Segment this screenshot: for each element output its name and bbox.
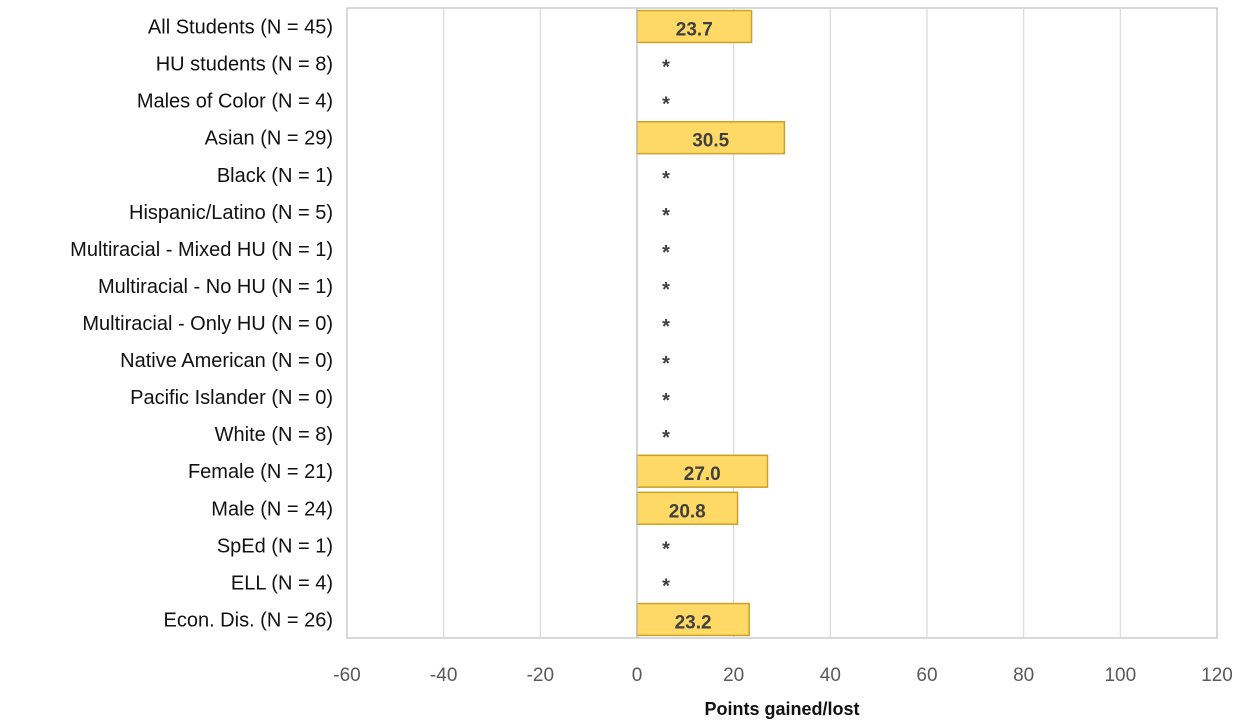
suppressed-marker: * bbox=[662, 242, 670, 264]
category-label: ELL (N = 4) bbox=[231, 572, 333, 594]
category-label: Female (N = 21) bbox=[188, 461, 333, 483]
category-label: HU students (N = 8) bbox=[156, 54, 333, 76]
data-label: 20.8 bbox=[669, 501, 706, 522]
x-tick-label: 120 bbox=[1201, 665, 1233, 686]
bar bbox=[636, 454, 769, 488]
category-label: Native American (N = 0) bbox=[120, 350, 333, 372]
suppressed-marker: * bbox=[662, 205, 670, 227]
category-labels: All Students (N = 45) HU students (N = 8)… bbox=[70, 17, 333, 632]
gridlines bbox=[443, 8, 1121, 638]
suppressed-marker: * bbox=[662, 316, 670, 338]
category-label: All Students (N = 45) bbox=[148, 17, 333, 39]
category-label: SpEd (N = 1) bbox=[217, 535, 333, 557]
category-label: Multiracial - No HU (N = 1) bbox=[98, 276, 333, 298]
x-tick-label: 100 bbox=[1104, 665, 1136, 686]
suppressed-marker: * bbox=[662, 538, 670, 560]
bar bbox=[636, 121, 786, 155]
category-label: Econ. Dis. (N = 26) bbox=[163, 609, 333, 631]
x-tick-label: -20 bbox=[527, 665, 554, 686]
category-label: Multiracial - Only HU (N = 0) bbox=[82, 313, 333, 335]
x-tick-label: 40 bbox=[820, 665, 841, 686]
data-label: 27.0 bbox=[684, 464, 721, 485]
x-tick-label: -40 bbox=[430, 665, 457, 686]
x-tick-labels: -60 -40 -20 0 20 40 60 80 100 120 bbox=[333, 665, 1233, 686]
bars: 23.7**30.5********27.020.8**23.2 bbox=[636, 8, 786, 638]
x-tick-label: 0 bbox=[632, 665, 643, 686]
suppressed-marker: * bbox=[662, 390, 670, 412]
bar bbox=[636, 491, 739, 525]
suppressed-marker: * bbox=[662, 279, 670, 301]
data-label: 23.7 bbox=[676, 20, 713, 41]
category-label: Male (N = 24) bbox=[211, 498, 333, 520]
bar bbox=[636, 602, 750, 637]
suppressed-marker: * bbox=[662, 94, 670, 116]
data-label: 30.5 bbox=[692, 131, 729, 152]
x-tick-label: -60 bbox=[333, 665, 360, 686]
x-tick-label: 20 bbox=[723, 665, 744, 686]
data-label: 23.2 bbox=[675, 612, 712, 633]
suppressed-marker: * bbox=[662, 168, 670, 190]
category-label: Multiracial - Mixed HU (N = 1) bbox=[70, 239, 333, 261]
category-label: Hispanic/Latino (N = 5) bbox=[129, 202, 333, 224]
x-tick-label: 80 bbox=[1013, 665, 1034, 686]
category-label: Pacific Islander (N = 0) bbox=[130, 387, 333, 409]
category-label: Asian (N = 29) bbox=[205, 128, 333, 150]
x-tick-label: 60 bbox=[916, 665, 937, 686]
category-label: Black (N = 1) bbox=[217, 165, 333, 187]
suppressed-marker: * bbox=[662, 427, 670, 449]
category-label: White (N = 8) bbox=[215, 424, 333, 446]
suppressed-marker: * bbox=[662, 575, 670, 597]
category-label: Males of Color (N = 4) bbox=[137, 91, 333, 113]
plot-area-border bbox=[346, 7, 1218, 639]
suppressed-marker: * bbox=[662, 57, 670, 79]
suppressed-marker: * bbox=[662, 353, 670, 375]
x-axis-title: Points gained/lost bbox=[704, 699, 859, 719]
